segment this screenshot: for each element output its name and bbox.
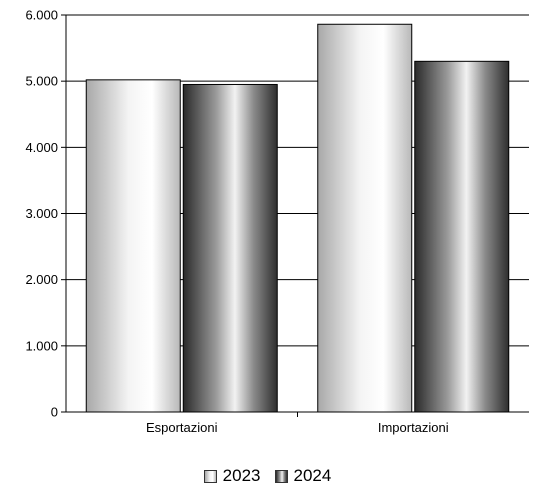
y-tick-label: 2.000: [25, 272, 58, 287]
y-tick-label: 5.000: [25, 74, 58, 89]
y-tick-label: 3.000: [25, 206, 58, 221]
legend-swatch-dark: [274, 469, 288, 483]
legend: 2023 2024: [0, 464, 535, 488]
legend-item-2023: 2023: [203, 466, 261, 486]
bar-2024-importazioni: [414, 60, 510, 413]
legend-swatch-light: [203, 469, 217, 483]
legend-label-2024: 2024: [293, 466, 332, 485]
legend-item-2024: 2024: [274, 466, 332, 486]
y-tick-label: 1.000: [25, 338, 58, 353]
bars: [85, 23, 510, 413]
x-category-label: Importazioni: [378, 420, 449, 435]
bar-chart: 0 1.000 2.000 3.000 4.000 5.000 6.000 Esportazi…: [25, 8, 529, 435]
bar-2024-esportazioni: [182, 83, 278, 413]
y-tick-label: 4.000: [25, 140, 58, 155]
y-tick-label: 0: [51, 405, 58, 420]
bar-2023-importazioni: [317, 23, 413, 413]
bar-2023-esportazioni: [85, 79, 181, 413]
axes: 0 1.000 2.000 3.000 4.000 5.000 6.000 Esportazi…: [25, 8, 529, 435]
legend-label-2023: 2023: [222, 466, 261, 485]
x-category-label: Esportazioni: [146, 420, 218, 435]
y-tick-label: 6.000: [25, 8, 58, 23]
